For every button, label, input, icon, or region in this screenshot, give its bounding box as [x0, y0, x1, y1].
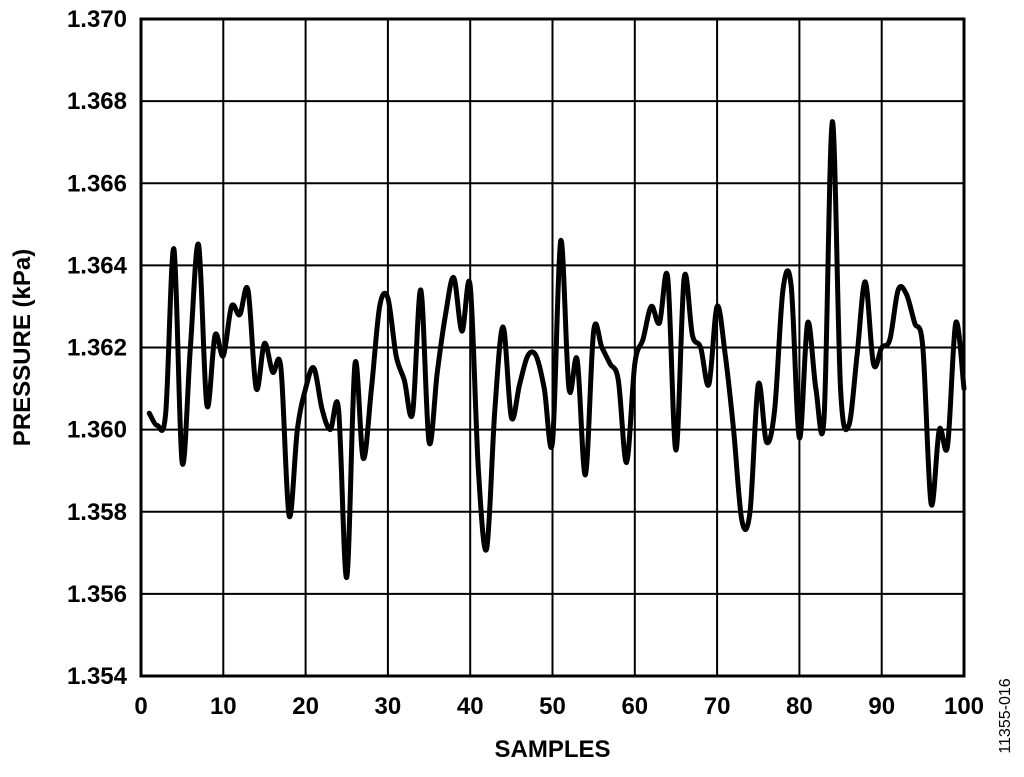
x-tick-label: 100	[944, 693, 984, 720]
series-line	[146, 119, 967, 580]
x-tick-label: 40	[457, 693, 484, 720]
y-tick-label: 1.360	[67, 417, 127, 444]
x-axis-label: SAMPLES	[494, 736, 610, 763]
y-axis-label: PRESSURE (kPa)	[9, 249, 36, 446]
x-tick-label: 50	[539, 693, 566, 720]
y-tick-label: 1.354	[67, 663, 128, 690]
plot-frame	[139, 17, 966, 678]
y-tick-label: 1.370	[67, 6, 127, 33]
y-tick-label: 1.356	[67, 581, 127, 608]
x-tick-label: 30	[375, 693, 402, 720]
y-tick-labels: 1.354 1.356 1.358 1.360 1.362 1.364 1.366 1.368…	[67, 6, 128, 690]
x-tick-label: 60	[621, 693, 648, 720]
y-tick-label: 1.364	[67, 252, 128, 279]
x-tick-label: 90	[868, 693, 895, 720]
y-tick-label: 1.358	[67, 499, 127, 526]
x-tick-label: 20	[292, 693, 319, 720]
figure-id: 11355-016	[997, 678, 1014, 753]
y-tick-label: 1.366	[67, 170, 127, 197]
x-tick-label: 10	[210, 693, 237, 720]
x-tick-label: 0	[134, 693, 147, 720]
x-tick-label: 80	[786, 693, 813, 720]
y-tick-label: 1.368	[67, 88, 127, 115]
series-layer	[146, 119, 967, 580]
x-tick-labels: 0 10 20 30 40 50 60 70 80 90 100	[134, 693, 984, 720]
x-tick-label: 70	[704, 693, 731, 720]
y-tick-label: 1.362	[67, 335, 127, 362]
